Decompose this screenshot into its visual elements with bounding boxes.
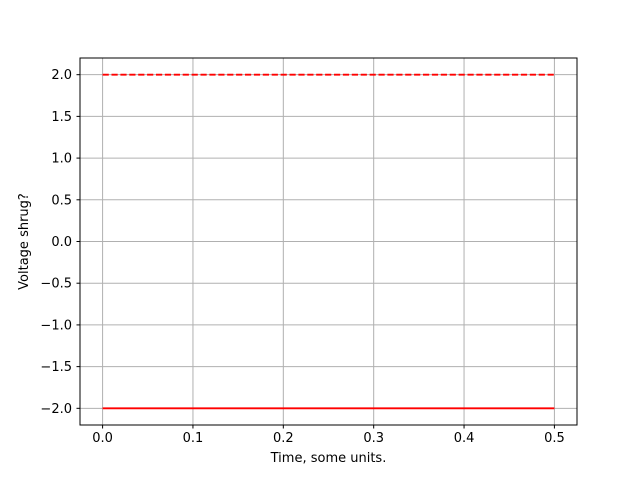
y-tick-label: −0.5	[40, 277, 72, 292]
y-tick-label: −2.0	[40, 402, 72, 417]
y-tick-label: 2.0	[51, 68, 72, 83]
x-axis-label: Time, some units.	[270, 451, 387, 466]
y-tick-label: 0.0	[51, 235, 72, 250]
x-tick-label: 0.2	[273, 431, 294, 446]
x-tick-label: 0.1	[183, 431, 204, 446]
y-axis-label: Voltage shrug?	[17, 193, 32, 290]
y-tick-label: 0.5	[51, 193, 72, 208]
y-tick-label: 1.5	[51, 110, 72, 125]
x-tick-label: 0.5	[544, 431, 565, 446]
x-tick-label: 0.0	[92, 431, 113, 446]
y-tick-label: −1.5	[40, 360, 72, 375]
y-tick-label: −1.0	[40, 318, 72, 333]
x-tick-label: 0.4	[454, 431, 475, 446]
y-tick-label: 1.0	[51, 152, 72, 167]
x-tick-label: 0.3	[363, 431, 384, 446]
